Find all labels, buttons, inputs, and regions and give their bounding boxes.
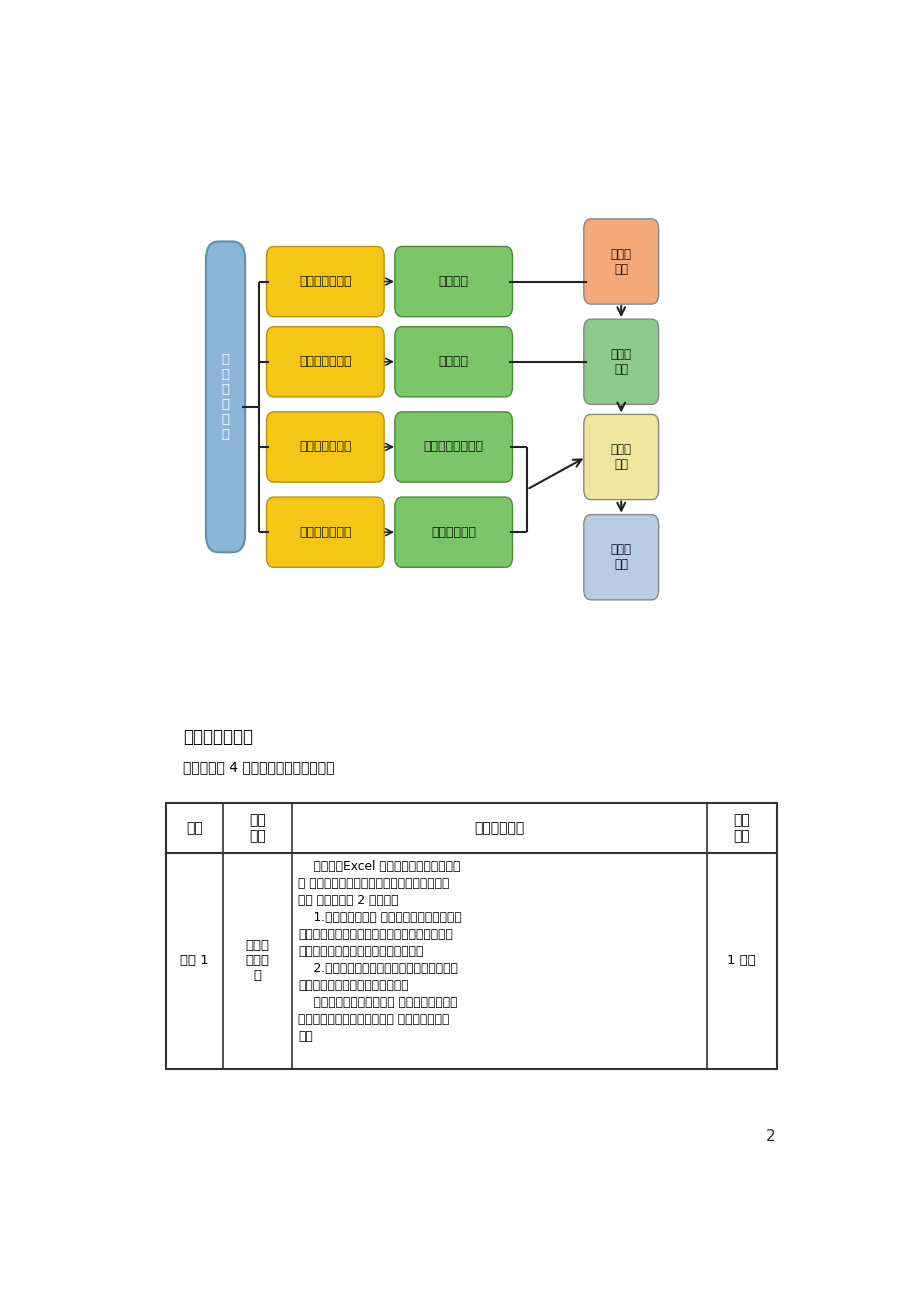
FancyBboxPatch shape	[394, 246, 512, 316]
Text: 教材主要内容: 教材主要内容	[474, 822, 524, 835]
Text: 数字化学习与创新: 数字化学习与创新	[424, 440, 483, 453]
Bar	[166, 803, 776, 1069]
Text: 1 课时: 1 课时	[727, 954, 755, 967]
Text: 信息的
表达: 信息的 表达	[610, 543, 631, 572]
Text: 2: 2	[766, 1129, 775, 1144]
FancyBboxPatch shape	[584, 514, 658, 600]
Text: 活动: 活动	[186, 822, 203, 835]
Text: 活动
名称: 活动 名称	[249, 812, 266, 842]
Text: 信息意识: 信息意识	[438, 275, 468, 288]
FancyBboxPatch shape	[267, 411, 384, 482]
FancyBboxPatch shape	[267, 246, 384, 316]
Text: 建立家
庭小帐
本: 建立家 庭小帐 本	[245, 939, 269, 982]
Text: 初步了解Excel 软件，认识软件界面；建
立 电子帐本，录入家庭半年的日常开支情况。
本活 动分为以下 2 个阶段。
    1.设计表格结构： 认识软件界面: 初步了解Excel 软件，认识软件界面；建 立 电子帐本，录入家庭半年的日常开支…	[298, 861, 461, 1043]
Text: 信息的
获取: 信息的 获取	[610, 247, 631, 276]
FancyBboxPatch shape	[206, 241, 244, 552]
Text: 信息的
交流: 信息的 交流	[610, 348, 631, 376]
FancyBboxPatch shape	[394, 497, 512, 568]
Text: 计算思维: 计算思维	[438, 355, 468, 368]
FancyBboxPatch shape	[394, 411, 512, 482]
FancyBboxPatch shape	[394, 327, 512, 397]
FancyBboxPatch shape	[584, 319, 658, 405]
Text: （二）教材分析: （二）教材分析	[183, 728, 253, 746]
Text: 教学
课时: 教学 课时	[732, 812, 749, 842]
FancyBboxPatch shape	[584, 414, 658, 500]
Text: 美化修饰小帐本: 美化修饰小帐本	[299, 440, 351, 453]
Text: 家庭开支细打算: 家庭开支细打算	[299, 355, 351, 368]
FancyBboxPatch shape	[267, 497, 384, 568]
Text: 活动 1: 活动 1	[180, 954, 209, 967]
Text: 建立家庭小帐本: 建立家庭小帐本	[299, 275, 351, 288]
FancyBboxPatch shape	[267, 327, 384, 397]
Text: 本单元共有 4 个活动，具体分析如下：: 本单元共有 4 个活动，具体分析如下：	[183, 760, 334, 773]
Text: 省錢购物网上行: 省錢购物网上行	[299, 526, 351, 539]
Text: 信息社会责任: 信息社会责任	[431, 526, 476, 539]
FancyBboxPatch shape	[584, 219, 658, 305]
Text: 节
约
家
庭
开
支: 节 约 家 庭 开 支	[221, 353, 229, 441]
Text: 信息的
加工: 信息的 加工	[610, 443, 631, 471]
